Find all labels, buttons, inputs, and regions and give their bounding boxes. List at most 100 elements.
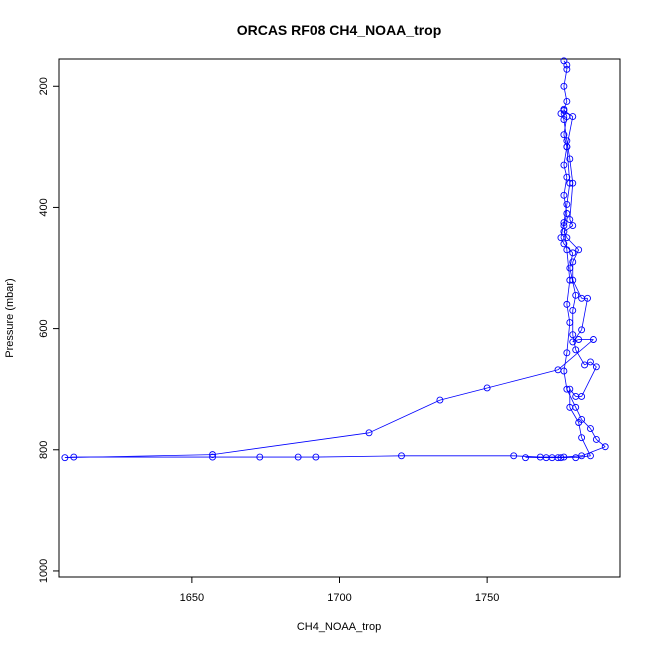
series-segment bbox=[557, 339, 594, 371]
data-point bbox=[566, 319, 574, 326]
data-point bbox=[563, 300, 571, 308]
data-point bbox=[575, 246, 583, 254]
data-point bbox=[548, 454, 556, 462]
data-point bbox=[587, 425, 594, 433]
series-segment bbox=[566, 237, 579, 251]
data-point bbox=[294, 453, 302, 461]
data-point bbox=[560, 116, 568, 124]
series-segment bbox=[590, 428, 597, 440]
data-point bbox=[563, 97, 571, 105]
series-segment bbox=[439, 387, 488, 401]
data-point bbox=[560, 191, 568, 199]
series-segment bbox=[563, 60, 568, 66]
series-segment bbox=[566, 183, 571, 205]
series-segment bbox=[581, 446, 606, 457]
data-point bbox=[572, 346, 580, 354]
series-segment bbox=[590, 361, 597, 368]
series-segment bbox=[575, 407, 582, 420]
data-point bbox=[560, 240, 568, 248]
data-point bbox=[569, 179, 577, 187]
data-point bbox=[560, 82, 568, 90]
series-segment bbox=[566, 280, 571, 305]
data-point bbox=[483, 384, 491, 392]
y-tick-label: 800 bbox=[38, 441, 50, 459]
y-tick-label: 600 bbox=[38, 319, 50, 337]
series-segment bbox=[563, 119, 568, 141]
data-point bbox=[560, 161, 568, 169]
series-segment bbox=[513, 455, 541, 458]
data-point bbox=[563, 349, 571, 357]
x-tick-label: 1750 bbox=[475, 592, 499, 604]
series-line-group bbox=[64, 60, 606, 459]
plot-frame bbox=[58, 58, 621, 578]
data-point bbox=[572, 291, 580, 299]
series-segment bbox=[566, 146, 571, 184]
y-tick-label: 1000 bbox=[38, 559, 50, 583]
series-segment bbox=[572, 329, 582, 343]
series-segment bbox=[581, 419, 591, 429]
x-axis: 1650 1700 1750 bbox=[180, 577, 499, 604]
data-point bbox=[563, 143, 571, 151]
series-segment bbox=[581, 366, 597, 397]
data-point bbox=[61, 454, 69, 462]
series-segment bbox=[315, 455, 402, 458]
data-point bbox=[569, 338, 577, 346]
series-segment bbox=[569, 158, 574, 184]
data-point bbox=[581, 361, 589, 369]
data-point bbox=[566, 216, 574, 223]
series-segment bbox=[563, 225, 573, 232]
data-point bbox=[398, 452, 405, 460]
data-point bbox=[563, 246, 571, 254]
data-point bbox=[560, 219, 568, 227]
data-point bbox=[592, 363, 600, 371]
data-point bbox=[563, 173, 571, 181]
data-point bbox=[436, 396, 444, 404]
data-point bbox=[522, 454, 529, 462]
data-point bbox=[566, 403, 574, 411]
data-point bbox=[566, 385, 574, 393]
series-segment bbox=[581, 298, 588, 330]
series-segment bbox=[572, 249, 580, 263]
data-point bbox=[569, 331, 577, 339]
series-segment bbox=[64, 454, 213, 459]
data-point bbox=[510, 452, 518, 460]
data-point bbox=[566, 264, 574, 272]
data-point bbox=[365, 429, 373, 437]
data-point bbox=[569, 113, 577, 121]
data-point bbox=[587, 358, 594, 366]
series-segment bbox=[487, 369, 559, 389]
data-point bbox=[566, 276, 574, 284]
data-point bbox=[569, 222, 577, 230]
data-point bbox=[209, 453, 216, 461]
x-tick-label: 1650 bbox=[180, 592, 204, 604]
data-point bbox=[560, 228, 568, 236]
data-point bbox=[578, 294, 586, 302]
data-point bbox=[563, 210, 571, 217]
data-point bbox=[70, 453, 78, 461]
series-segment bbox=[212, 432, 370, 456]
y-axis-label: Pressure (mbar) bbox=[4, 278, 16, 357]
data-point bbox=[563, 61, 571, 69]
data-point bbox=[589, 336, 597, 343]
data-point bbox=[560, 131, 568, 139]
chart-title: ORCAS RF08 CH4_NOAA_trop bbox=[237, 22, 442, 38]
series-points-group bbox=[61, 57, 609, 462]
data-point bbox=[566, 155, 574, 163]
data-point bbox=[560, 107, 568, 114]
data-point bbox=[563, 200, 571, 208]
x-axis-label: CH4_NOAA_trop bbox=[297, 621, 381, 633]
data-point bbox=[566, 179, 574, 187]
data-point bbox=[563, 385, 571, 393]
series-segment bbox=[575, 455, 591, 459]
series-segment bbox=[569, 388, 577, 397]
data-point bbox=[569, 249, 577, 257]
data-point bbox=[587, 452, 594, 460]
data-point bbox=[569, 276, 577, 284]
data-point bbox=[572, 393, 580, 400]
series-segment bbox=[563, 134, 568, 147]
series-segment bbox=[563, 164, 568, 178]
data-point bbox=[209, 451, 216, 459]
data-point bbox=[557, 454, 565, 462]
data-point bbox=[554, 366, 562, 374]
series-segment bbox=[368, 399, 441, 434]
